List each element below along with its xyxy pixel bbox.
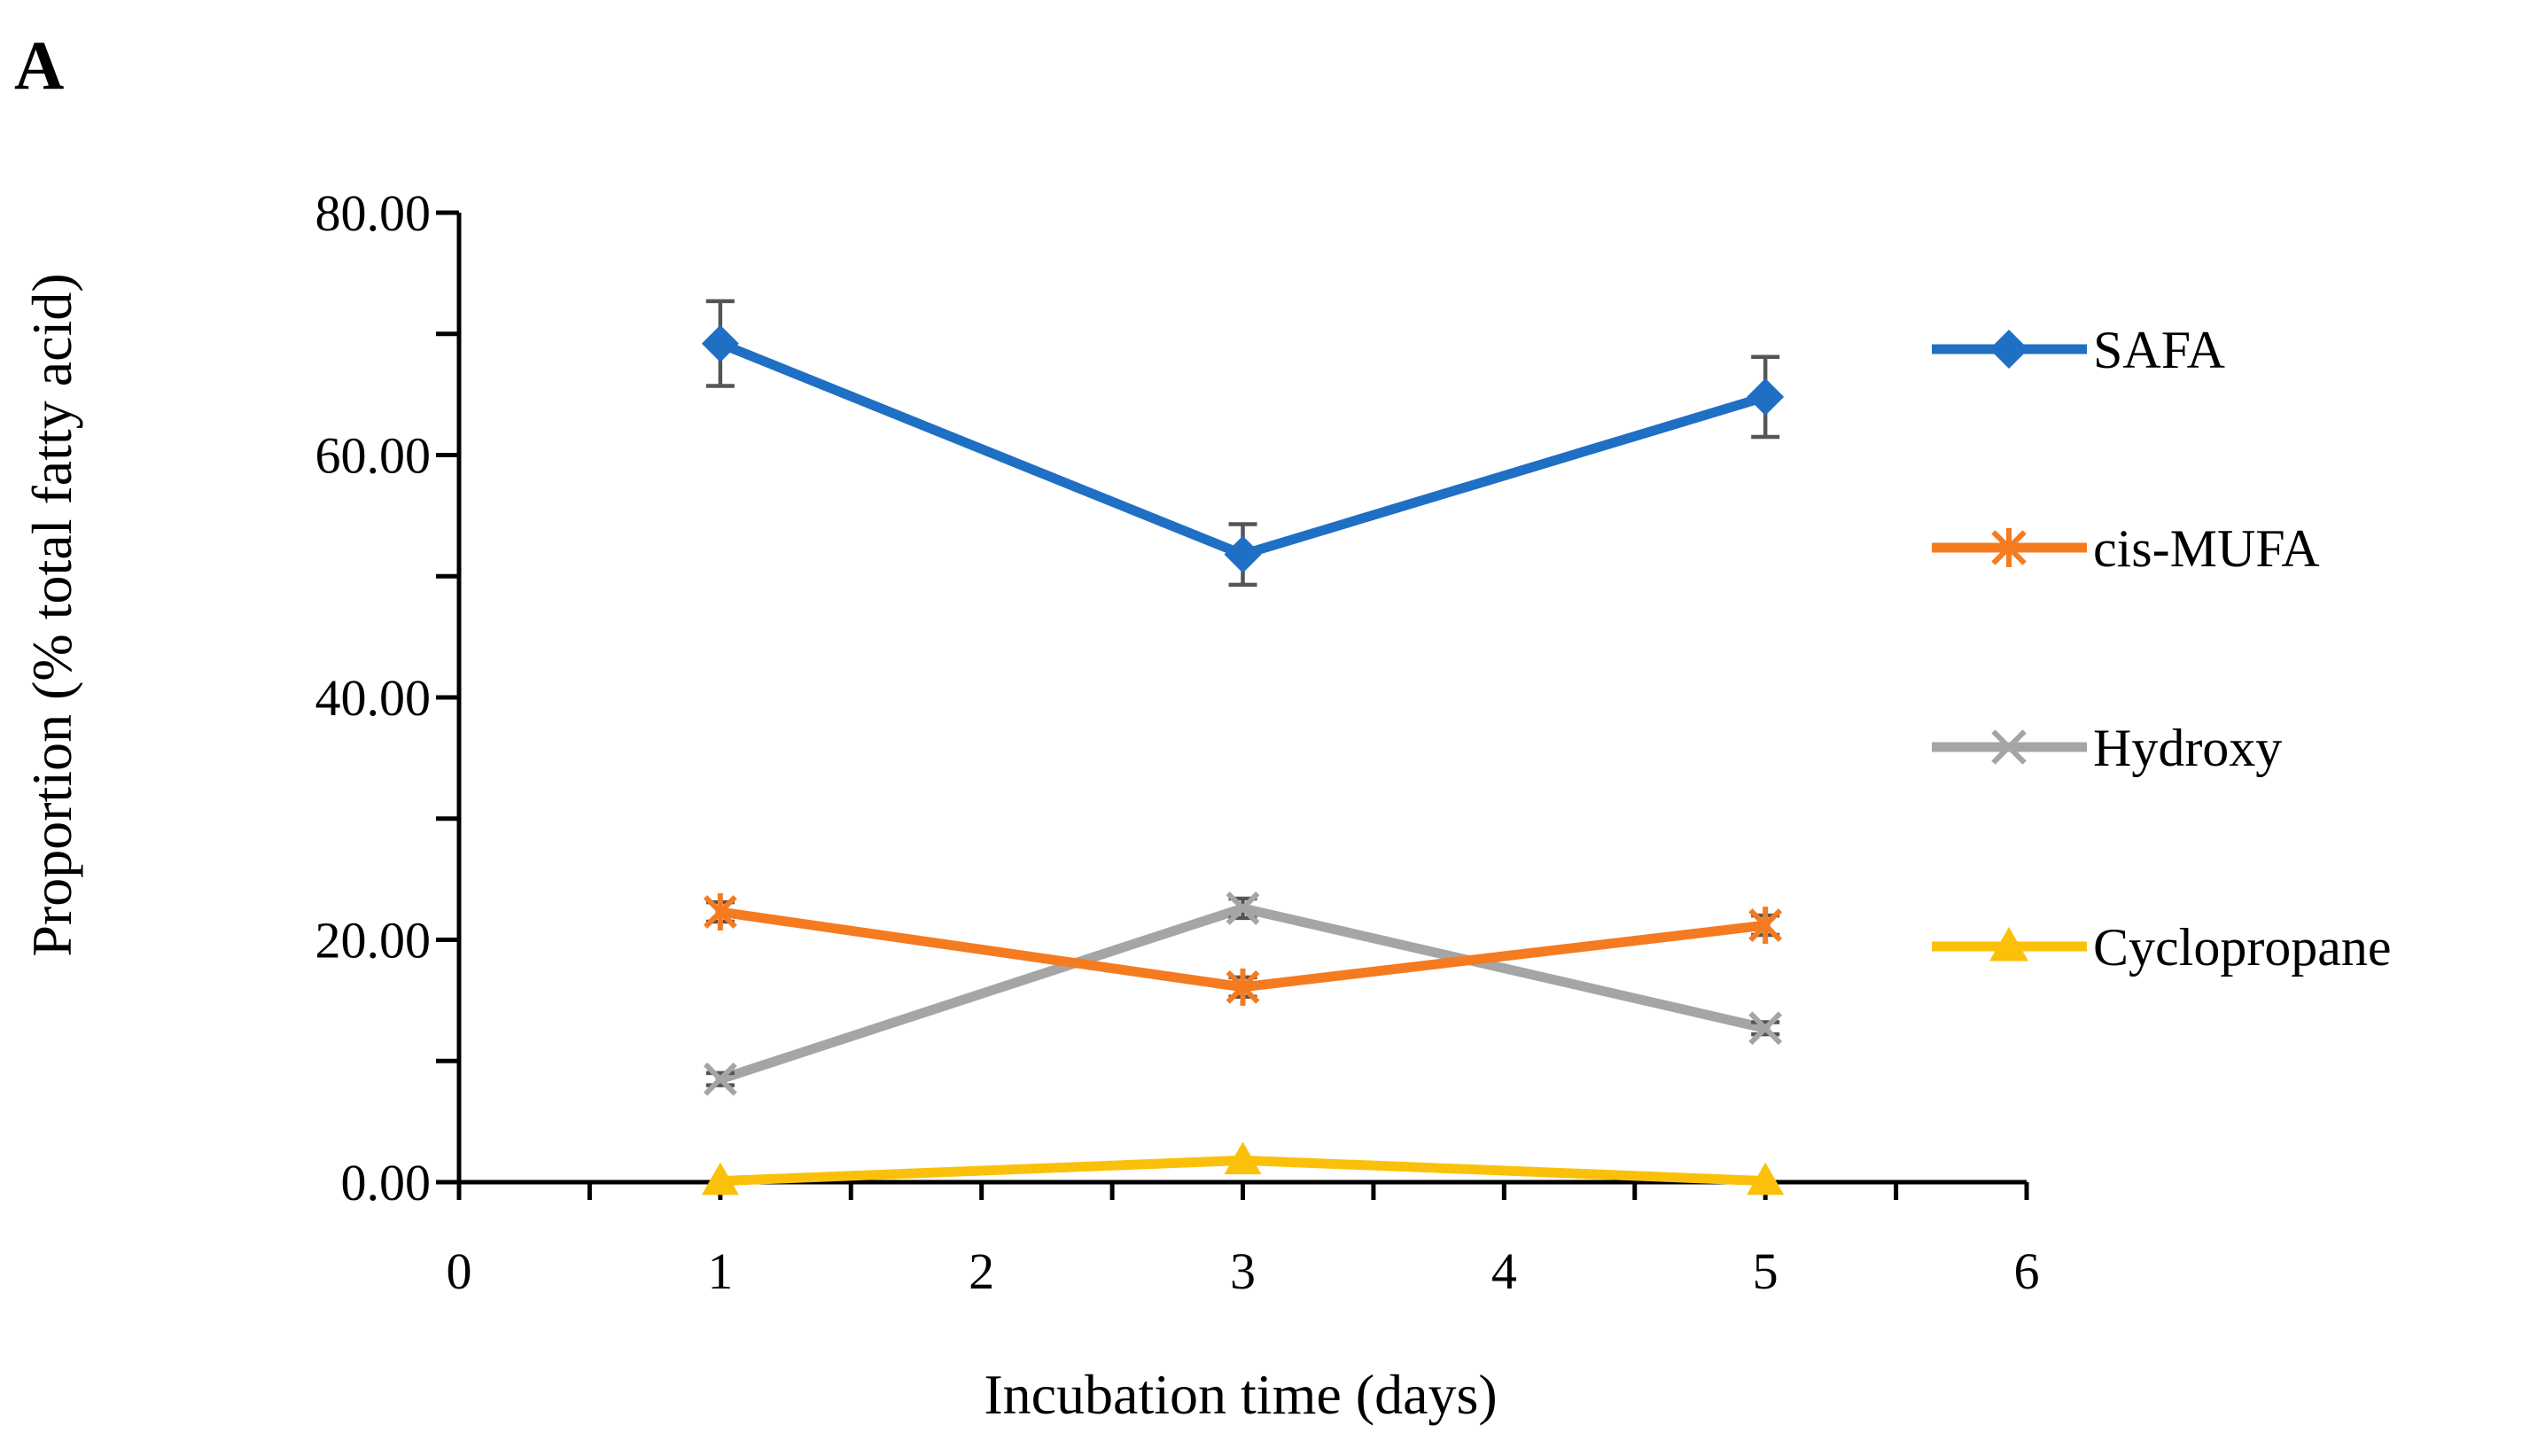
data-point [703,1062,737,1096]
data-point [1748,907,1783,945]
series-cis-mufa [703,893,1783,1006]
legend-label: cis-MUFA [2093,519,2320,578]
legend-marker [1989,927,2028,962]
y-tick-label: 20.00 [315,912,432,969]
x-tick-label: 4 [1491,1242,1517,1300]
legend: SAFA cis-MUFA Hydroxy Cyclopropane [1932,321,2392,977]
data-point [701,324,739,362]
legend-marker [1991,729,2027,765]
legend-label: SAFA [2093,321,2225,379]
series-hydroxy [703,892,1783,1096]
x-axis-title: Incubation time (days) [984,1363,1497,1426]
legend-item-cis-mufa: cis-MUFA [1932,519,2320,578]
x-tick-label: 2 [969,1242,994,1300]
data-point [1747,1162,1785,1195]
y-axis-title: Proportion (% total fatty acid) [20,273,83,956]
data-point [701,1162,739,1195]
y-tick-label: 60.00 [315,427,432,485]
y-tick-label: 40.00 [315,669,432,727]
data-point [1748,1011,1783,1046]
legend-label: Hydroxy [2093,719,2282,777]
legend-item-safa: SAFA [1932,321,2225,379]
data-point [1226,892,1260,925]
legend-item-cyclopropane: Cyclopropane [1932,918,2392,977]
legend-label: Cyclopropane [2093,918,2392,977]
legend-item-hydroxy: Hydroxy [1932,719,2282,777]
legend-marker [1991,528,2027,567]
x-tick-label: 0 [447,1242,472,1300]
x-tick-label: 5 [1753,1242,1779,1300]
legend-marker [1989,330,2028,369]
data-point [703,893,737,931]
series-safa [701,299,1785,588]
data-point [1224,535,1262,573]
data-point [1224,1141,1262,1175]
data-point [1226,968,1260,1006]
y-tick-label: 80.00 [315,184,432,242]
axes: 0.00 20.00 40.00 60.00 80.00 0 1 2 3 4 5 6 [315,184,2040,1300]
plot-area [701,299,1785,1195]
x-tick-label: 1 [707,1242,733,1300]
panel-label: A [14,27,64,104]
x-tick-label: 6 [2014,1242,2040,1300]
data-point [1747,378,1785,416]
y-tick-label: 0.00 [341,1154,432,1211]
x-tick-label: 3 [1230,1242,1256,1300]
series-cyclopropane [701,1141,1785,1195]
